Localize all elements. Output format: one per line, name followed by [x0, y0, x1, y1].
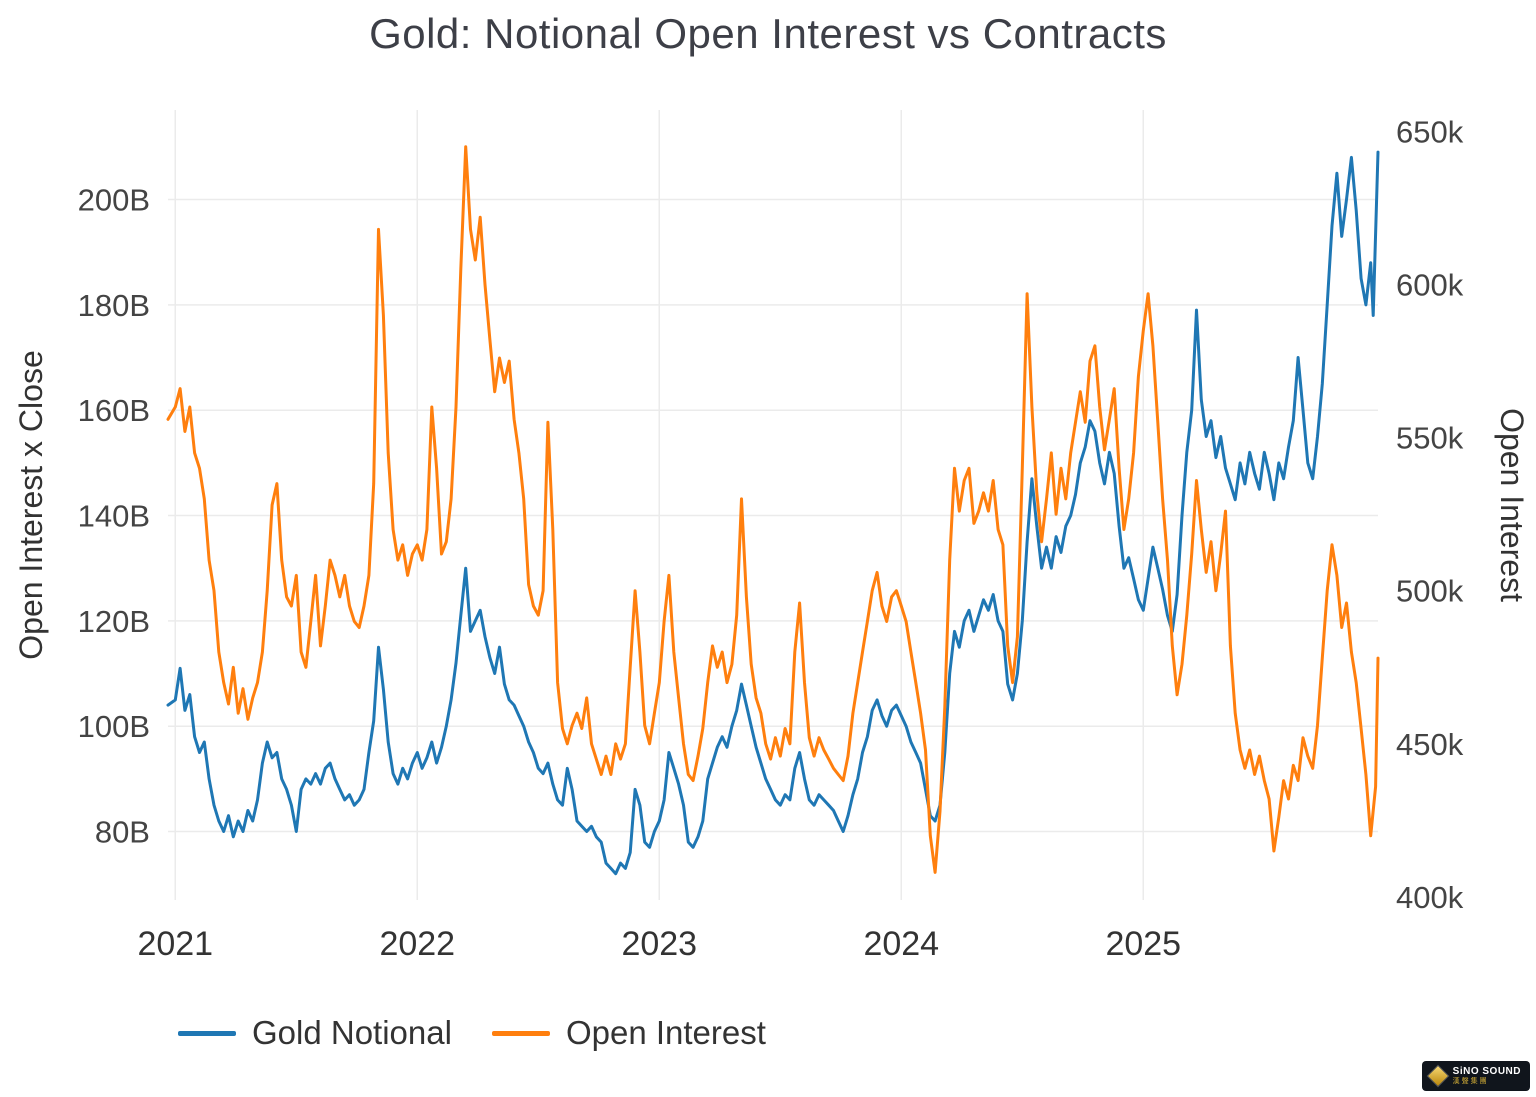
- series-line-gold-notional: [166, 150, 1380, 876]
- y-left-tick-label: 180B: [78, 288, 150, 323]
- y-right-tick-label: 650k: [1396, 114, 1464, 149]
- watermark-subtext: 漢聲集團: [1452, 1077, 1489, 1085]
- open-interest-swatch: [491, 1030, 550, 1036]
- x-tick-label: 2023: [621, 925, 697, 963]
- watermark-brand: SiNO SOUND: [1452, 1066, 1521, 1078]
- brand-watermark: SiNO SOUND 漢聲集團: [1421, 1061, 1530, 1091]
- y-right-tick-label: 550k: [1396, 421, 1464, 456]
- y-left-axis-title: Open Interest x Close: [13, 350, 49, 659]
- y-left-tick-label: 120B: [78, 604, 150, 639]
- legend-label-gold-notional: Gold Notional: [252, 1014, 452, 1051]
- y-right-tick-label: 400k: [1396, 880, 1464, 915]
- legend-label-open-interest: Open Interest: [565, 1014, 766, 1051]
- x-tick-label: 2025: [1105, 925, 1181, 963]
- legend-item-gold-notional[interactable]: Gold Notional: [178, 1014, 452, 1052]
- y-left-tick-label: 140B: [78, 499, 150, 534]
- gold-notional-swatch: [178, 1030, 236, 1036]
- chart-title: Gold: Notional Open Interest vs Contract…: [369, 10, 1167, 57]
- y-right-axis-title: Open Interest: [1494, 408, 1530, 602]
- y-right-tick-label: 450k: [1396, 727, 1464, 762]
- legend-item-open-interest[interactable]: Open Interest: [491, 1014, 766, 1052]
- y-left-tick-label: 160B: [78, 393, 150, 428]
- y-left-tick-label: 200B: [78, 183, 150, 218]
- x-tick-label: 2024: [863, 925, 939, 963]
- x-tick-label: 2021: [137, 925, 213, 963]
- y-right-tick-label: 600k: [1396, 268, 1464, 303]
- y-left-tick-label: 80B: [95, 815, 150, 850]
- x-tick-label: 2022: [379, 925, 455, 963]
- y-right-tick-label: 500k: [1396, 574, 1464, 609]
- y-left-tick-label: 100B: [78, 709, 150, 744]
- series-line-open-interest: [166, 145, 1380, 874]
- gold-diamond-logo-icon: [1426, 1064, 1449, 1088]
- legend: Gold Notional Open Interest: [178, 1014, 766, 1052]
